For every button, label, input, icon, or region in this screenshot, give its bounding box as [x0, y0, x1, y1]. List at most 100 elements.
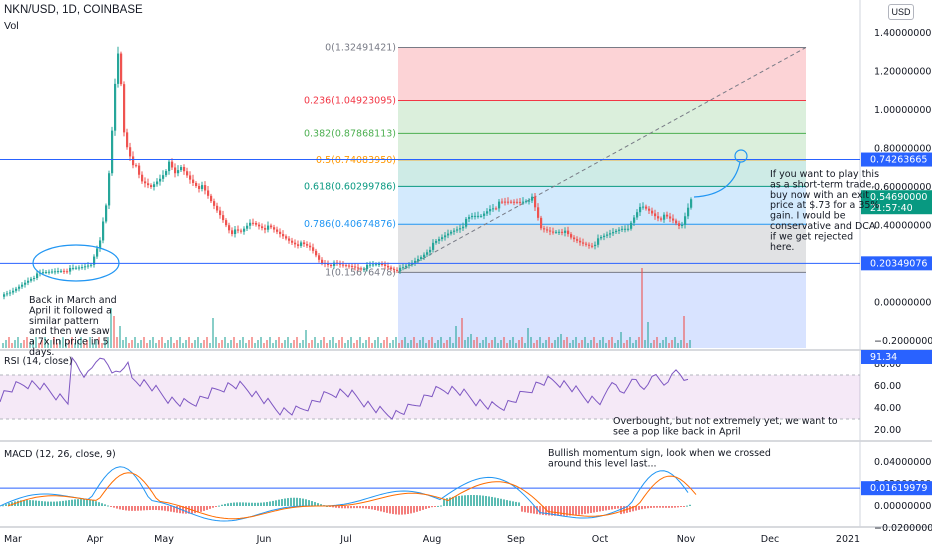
macd-histogram-bar [671, 506, 673, 508]
volume-bar [212, 318, 214, 348]
volume-bar [389, 343, 391, 348]
candle-body [195, 182, 198, 186]
macd-histogram-bar [56, 501, 58, 506]
volume-bar [302, 340, 304, 348]
macd-histogram-bar [686, 505, 688, 507]
volume-bar [275, 340, 277, 348]
candle-body [339, 263, 342, 265]
volume-bar [545, 340, 547, 348]
volume-bar [200, 343, 202, 348]
macd-histogram-bar [284, 498, 286, 506]
fib-zone [398, 100, 806, 134]
annotation-rsi-line: see a pop like back in April [613, 427, 741, 438]
volume-bar [626, 340, 628, 348]
candle-body [579, 240, 582, 243]
currency-button[interactable]: USD [888, 4, 914, 20]
rsi-tick-label: 20.00 [874, 425, 901, 436]
volume-bar [41, 340, 43, 348]
volume-bar [71, 337, 73, 348]
volume-bar [131, 340, 133, 348]
volume-bar [203, 340, 205, 348]
candle-body [414, 260, 417, 263]
candle-body [513, 201, 516, 203]
candle-body [405, 265, 408, 268]
time-axis-label: 2021 [836, 534, 860, 545]
volume-bar [254, 343, 256, 348]
volume-bar [230, 340, 232, 348]
volume-bar [521, 337, 523, 348]
volume-bar [632, 343, 634, 348]
candle-body [321, 259, 324, 264]
candle-body [573, 237, 576, 240]
macd-histogram-bar [137, 506, 139, 511]
macd-histogram-bar [107, 505, 109, 507]
candle-body [582, 242, 585, 244]
fib-zone [398, 159, 806, 187]
candle-body [207, 190, 210, 196]
volume-bar [575, 337, 577, 348]
price-tick-label: −0.20000000 [874, 336, 932, 347]
macd-histogram-bar [455, 496, 457, 506]
macd-histogram-bar [578, 506, 580, 515]
macd-histogram-bar [257, 502, 259, 506]
candle-body [243, 228, 246, 232]
macd-signal-line [7, 472, 697, 520]
volume-bar [671, 340, 673, 348]
macd-histogram-bar [281, 499, 283, 506]
candle-body [657, 216, 660, 219]
volume-bar [104, 340, 106, 348]
volume-bar [362, 343, 364, 348]
macd-histogram-bar [155, 506, 157, 510]
volume-bar [440, 337, 442, 348]
macd-histogram-bar [89, 499, 91, 506]
candle-body [525, 201, 528, 203]
macd-histogram-bar [182, 506, 184, 514]
macd-histogram-bar [656, 506, 658, 508]
volume-bar [32, 340, 34, 348]
volume-bar [56, 343, 58, 348]
candle-body [27, 280, 30, 283]
volume-bar [518, 340, 520, 348]
macd-histogram-bar [92, 500, 94, 506]
volume-bar [620, 332, 622, 348]
volume-bar [338, 340, 340, 348]
volume-bar [323, 337, 325, 348]
volume-bar [257, 340, 259, 348]
macd-histogram-bar [134, 506, 136, 511]
macd-histogram-bar [59, 501, 61, 506]
volume-bar [599, 340, 601, 348]
macd-histogram-bar [344, 506, 346, 509]
volume-bar [608, 340, 610, 348]
candle-body [75, 267, 78, 269]
annotation-right-line: If you want to play this [770, 169, 879, 180]
volume-bar [584, 337, 586, 348]
volume-bar [149, 340, 151, 348]
macd-histogram-bar [389, 506, 391, 514]
macd-histogram-bar [419, 506, 421, 511]
candle-body [528, 200, 531, 202]
candle-body [24, 282, 27, 285]
volume-bar [92, 343, 94, 348]
candle-body [543, 228, 546, 230]
volume-bar [155, 343, 157, 348]
macd-histogram-bar [653, 506, 655, 508]
volume-bar [251, 337, 253, 348]
candle-body [660, 218, 663, 220]
volume-bar [2, 343, 4, 348]
candle-body [486, 211, 489, 214]
macd-histogram-bar [50, 501, 52, 506]
annotation-left-line: a 7x in price in 5 [29, 337, 109, 348]
candle-body [327, 264, 330, 266]
volume-bar [689, 340, 691, 348]
highlight-ellipse [32, 244, 120, 282]
volume-bar [224, 337, 226, 348]
volume-bar [191, 343, 193, 348]
candle-body [168, 161, 171, 172]
volume-bar [47, 343, 49, 348]
volume-bar [674, 337, 676, 348]
candle-body [225, 220, 228, 226]
macd-histogram-bar [542, 506, 544, 515]
candle-body [420, 257, 423, 260]
macd-histogram-bar [557, 506, 559, 516]
